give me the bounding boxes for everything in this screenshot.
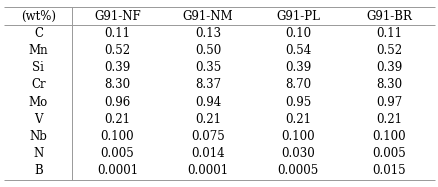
Text: G91-NF: G91-NF bbox=[94, 10, 141, 23]
Text: 0.97: 0.97 bbox=[375, 96, 401, 109]
Text: 0.014: 0.014 bbox=[191, 147, 224, 160]
Text: 0.39: 0.39 bbox=[375, 61, 401, 74]
Text: Si: Si bbox=[32, 61, 44, 74]
Text: 0.52: 0.52 bbox=[375, 44, 401, 57]
Text: 8.30: 8.30 bbox=[375, 78, 401, 91]
Text: B: B bbox=[34, 164, 42, 177]
Text: 0.94: 0.94 bbox=[194, 96, 220, 109]
Text: 0.35: 0.35 bbox=[194, 61, 220, 74]
Text: N: N bbox=[33, 147, 43, 160]
Text: 0.11: 0.11 bbox=[104, 27, 130, 40]
Text: G91-NM: G91-NM bbox=[182, 10, 233, 23]
Text: 0.50: 0.50 bbox=[194, 44, 220, 57]
Text: 0.13: 0.13 bbox=[194, 27, 220, 40]
Text: Mn: Mn bbox=[28, 44, 48, 57]
Text: 0.075: 0.075 bbox=[191, 130, 224, 143]
Text: (wt%): (wt%) bbox=[21, 10, 56, 23]
Text: 0.0005: 0.0005 bbox=[277, 164, 318, 177]
Text: 0.100: 0.100 bbox=[371, 130, 405, 143]
Text: 0.030: 0.030 bbox=[281, 147, 314, 160]
Text: 0.11: 0.11 bbox=[375, 27, 401, 40]
Text: 8.30: 8.30 bbox=[104, 78, 130, 91]
Text: 0.21: 0.21 bbox=[104, 113, 130, 126]
Text: 0.54: 0.54 bbox=[284, 44, 311, 57]
Text: 0.95: 0.95 bbox=[284, 96, 311, 109]
Text: 0.0001: 0.0001 bbox=[97, 164, 138, 177]
Text: Mo: Mo bbox=[28, 96, 48, 109]
Text: 0.100: 0.100 bbox=[281, 130, 314, 143]
Text: 0.39: 0.39 bbox=[104, 61, 131, 74]
Text: G91-BR: G91-BR bbox=[365, 10, 411, 23]
Text: 0.52: 0.52 bbox=[104, 44, 130, 57]
Text: 0.10: 0.10 bbox=[285, 27, 311, 40]
Text: 0.21: 0.21 bbox=[375, 113, 401, 126]
Text: 0.96: 0.96 bbox=[104, 96, 131, 109]
Text: G91-PL: G91-PL bbox=[276, 10, 319, 23]
Text: Nb: Nb bbox=[29, 130, 47, 143]
Text: V: V bbox=[34, 113, 42, 126]
Text: 0.005: 0.005 bbox=[371, 147, 405, 160]
Text: 0.21: 0.21 bbox=[285, 113, 311, 126]
Text: 0.005: 0.005 bbox=[100, 147, 134, 160]
Text: 8.37: 8.37 bbox=[194, 78, 220, 91]
Text: 0.015: 0.015 bbox=[371, 164, 405, 177]
Text: 8.70: 8.70 bbox=[285, 78, 311, 91]
Text: 0.21: 0.21 bbox=[194, 113, 220, 126]
Text: 0.0001: 0.0001 bbox=[187, 164, 228, 177]
Text: 0.39: 0.39 bbox=[284, 61, 311, 74]
Text: C: C bbox=[34, 27, 43, 40]
Text: 0.100: 0.100 bbox=[100, 130, 134, 143]
Text: Cr: Cr bbox=[31, 78, 46, 91]
